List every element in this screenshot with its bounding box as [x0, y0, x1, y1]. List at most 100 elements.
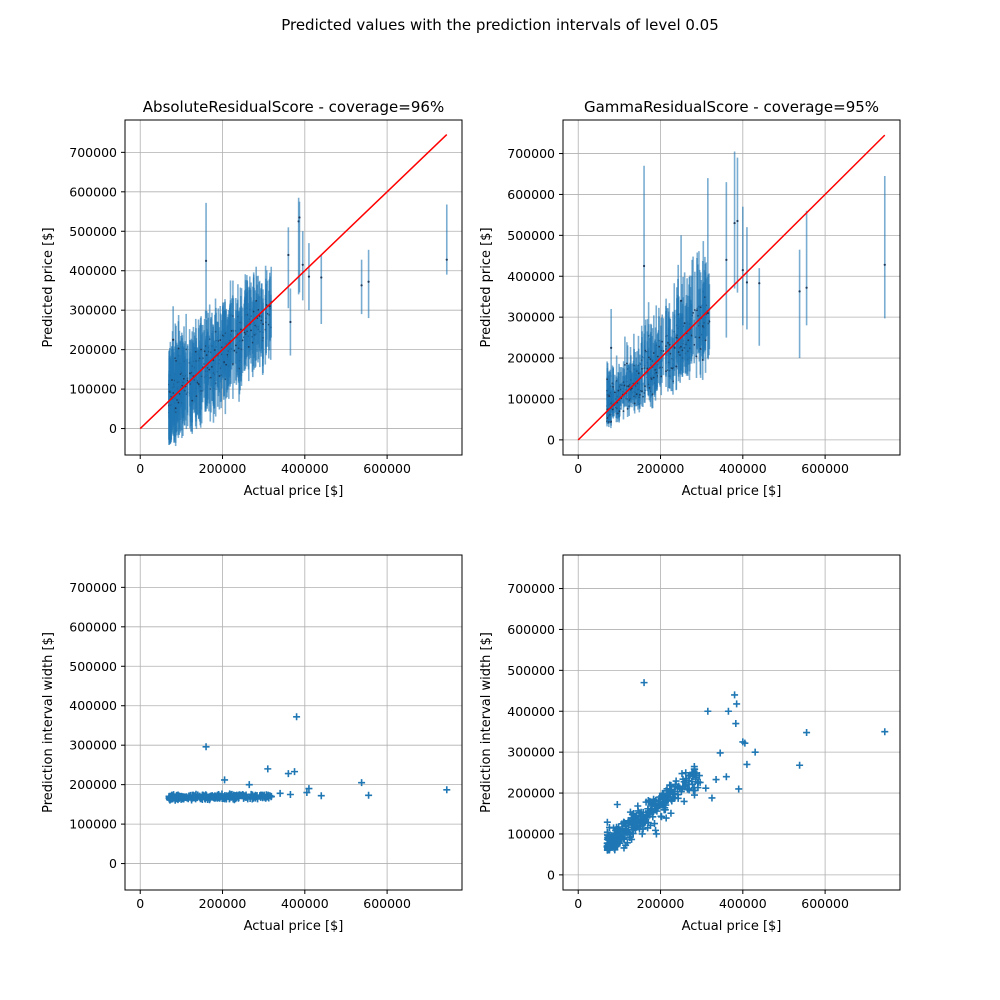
data-point — [218, 375, 221, 377]
data-point — [687, 339, 690, 342]
data-point — [298, 216, 301, 219]
y-tick-label: 500000 — [507, 663, 555, 678]
data-point — [735, 785, 743, 793]
data-point — [249, 794, 257, 802]
data-point — [701, 359, 704, 361]
data-point — [639, 821, 647, 829]
data-point — [743, 760, 751, 768]
data-point — [613, 831, 621, 839]
x-tick-label: 600000 — [801, 896, 849, 911]
data-point — [181, 384, 184, 387]
data-point — [701, 325, 704, 327]
y-tick-label: 0 — [109, 421, 117, 436]
data-point — [215, 793, 223, 801]
data-point — [651, 798, 659, 806]
data-point — [796, 761, 804, 769]
data-point — [182, 377, 185, 380]
data-point — [733, 221, 736, 225]
data-point — [685, 786, 693, 794]
data-point — [675, 365, 678, 368]
data-point — [177, 401, 180, 404]
data-point — [725, 258, 728, 261]
data-point — [678, 770, 686, 778]
x-tick-label: 200000 — [637, 461, 685, 476]
data-point — [225, 363, 228, 366]
y-tick-label: 400000 — [507, 269, 555, 284]
data-point — [642, 798, 650, 806]
data-point — [733, 700, 741, 708]
y-tick-label: 100000 — [69, 382, 117, 397]
x-tick-label: 400000 — [719, 461, 767, 476]
data-point — [679, 775, 687, 783]
axes-frame — [562, 119, 901, 456]
data-point — [667, 796, 675, 804]
data-point — [623, 384, 626, 387]
data-point — [671, 780, 679, 788]
data-point — [305, 785, 313, 793]
data-point — [690, 765, 698, 773]
y-tick-label: 200000 — [507, 351, 555, 366]
x-tick-label: 400000 — [719, 896, 767, 911]
y-tick-label: 600000 — [507, 187, 555, 202]
x-tick-label: 600000 — [363, 896, 411, 911]
chart-panel-bottom-right: 0 200000 400000 600000 0 100000 200000 300000 40… — [479, 554, 901, 934]
data-point — [291, 768, 299, 776]
data-point — [221, 776, 229, 784]
axes-frame — [124, 554, 463, 891]
y-tick-label: 0 — [547, 432, 555, 447]
data-point — [630, 821, 638, 829]
data-point — [704, 339, 707, 342]
data-point — [642, 264, 646, 268]
y-tick-label: 100000 — [507, 826, 555, 841]
data-point — [633, 817, 641, 824]
data-point — [644, 824, 652, 832]
data-point — [640, 679, 648, 687]
data-point — [365, 791, 373, 799]
data-point — [651, 820, 659, 828]
data-point — [197, 383, 200, 385]
data-point — [623, 363, 626, 366]
data-point — [635, 393, 638, 396]
data-point — [196, 793, 204, 801]
data-point — [307, 275, 311, 278]
data-point — [252, 310, 255, 313]
data-point — [662, 814, 670, 822]
data-point — [662, 801, 670, 809]
data-point — [178, 794, 186, 802]
data-point — [189, 372, 191, 375]
data-point — [702, 784, 710, 792]
data-point — [613, 801, 621, 809]
x-tick-label: 400000 — [281, 461, 329, 476]
y-tick-label: 0 — [547, 867, 555, 882]
data-point — [716, 749, 724, 757]
data-point — [661, 795, 669, 803]
data-point — [610, 420, 613, 423]
data-point — [610, 346, 613, 349]
chart-panel-bottom-left: 0 200000 400000 600000 0 100000 200000 300000 40… — [41, 554, 463, 934]
data-point — [704, 707, 712, 715]
y-tick-label: 300000 — [69, 738, 117, 753]
y-tick-label: 500000 — [69, 224, 117, 239]
data-point — [798, 290, 801, 293]
x-axis-label: Actual price [$] — [682, 919, 782, 934]
data-point — [667, 809, 675, 817]
data-point — [695, 355, 698, 358]
data-point — [612, 385, 614, 388]
data-point — [805, 286, 808, 289]
data-point — [320, 276, 323, 279]
x-tick-label: 0 — [136, 461, 144, 476]
data-point — [683, 322, 686, 325]
diagonal-line — [577, 134, 886, 441]
x-axis-label: Actual price [$] — [244, 484, 344, 499]
data-point — [648, 386, 651, 389]
data-point — [236, 791, 244, 799]
data-point — [661, 340, 664, 343]
data-point — [626, 407, 629, 410]
data-point — [665, 345, 667, 348]
data-point — [189, 791, 197, 799]
data-point — [655, 371, 658, 374]
x-axis-label: Actual price [$] — [244, 919, 344, 934]
data-point — [617, 389, 620, 392]
data-point — [722, 773, 730, 781]
data-point — [605, 843, 613, 851]
